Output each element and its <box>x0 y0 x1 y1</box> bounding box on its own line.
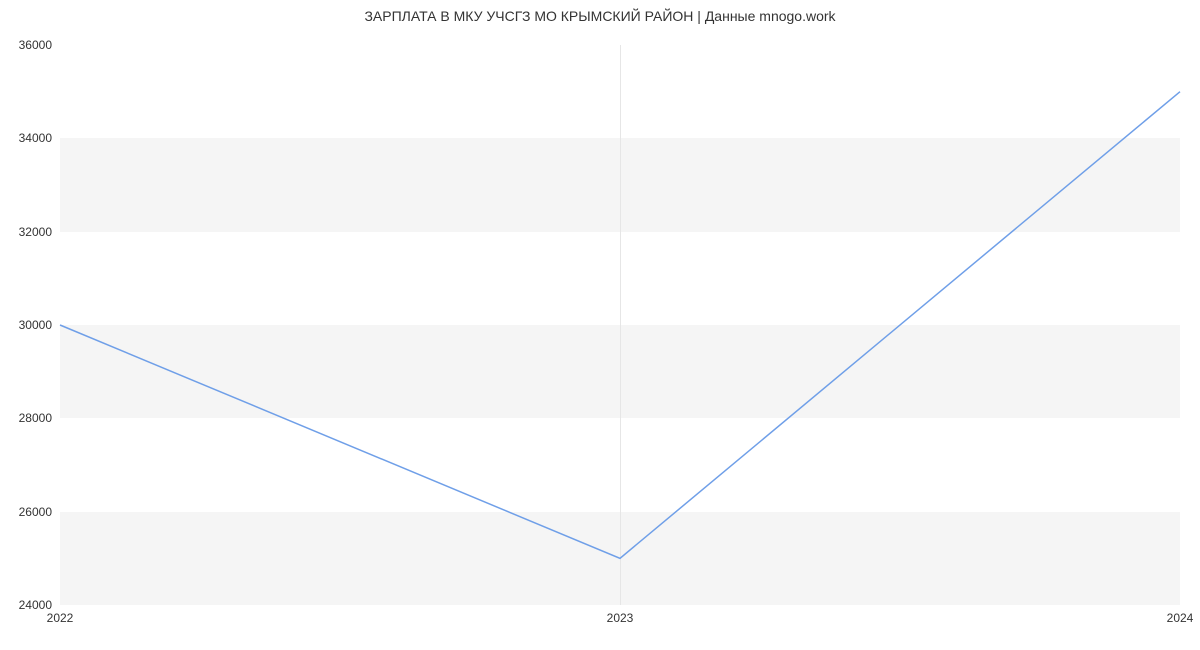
y-tick-label: 24000 <box>19 598 52 612</box>
x-tick-label: 2024 <box>1167 611 1194 625</box>
chart-container: ЗАРПЛАТА В МКУ УЧСГЗ МО КРЫМСКИЙ РАЙОН |… <box>0 0 1200 650</box>
line-layer <box>60 45 1180 605</box>
y-tick-label: 36000 <box>19 38 52 52</box>
y-tick-label: 34000 <box>19 131 52 145</box>
plot-area: 2400026000280003000032000340003600020222… <box>60 45 1180 605</box>
y-tick-label: 26000 <box>19 505 52 519</box>
y-tick-label: 32000 <box>19 225 52 239</box>
series-line <box>60 92 1180 559</box>
y-tick-label: 28000 <box>19 411 52 425</box>
y-tick-label: 30000 <box>19 318 52 332</box>
x-tick-label: 2022 <box>47 611 74 625</box>
x-tick-label: 2023 <box>607 611 634 625</box>
chart-title: ЗАРПЛАТА В МКУ УЧСГЗ МО КРЫМСКИЙ РАЙОН |… <box>0 8 1200 24</box>
